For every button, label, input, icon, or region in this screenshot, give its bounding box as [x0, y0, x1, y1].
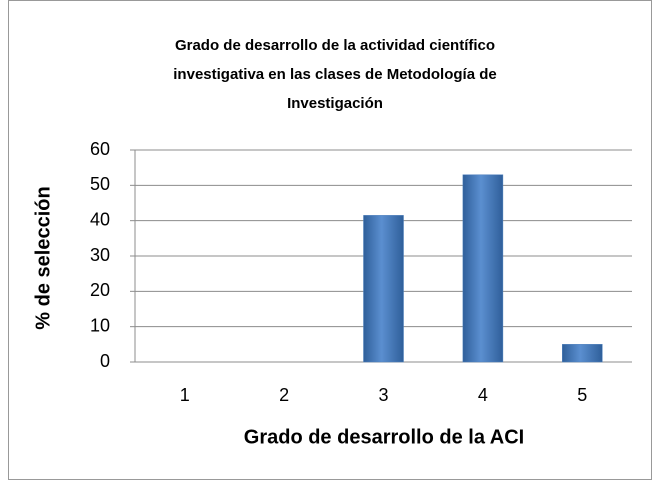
chart-title: Investigación	[287, 95, 383, 112]
x-tick-label: 3	[378, 385, 388, 405]
y-tick-label: 20	[90, 280, 110, 300]
y-tick-label: 0	[100, 351, 110, 371]
y-tick-label: 60	[90, 139, 110, 159]
bar	[363, 215, 404, 363]
chart-frame	[8, 0, 652, 480]
y-tick-label: 30	[90, 245, 110, 265]
bar	[562, 344, 603, 363]
x-tick-label: 2	[279, 385, 289, 405]
x-axis-label: Grado de desarrollo de la ACI	[244, 426, 524, 448]
chart-title: investigativa en las clases de Metodolog…	[173, 66, 496, 83]
y-axis-label: % de selección	[32, 186, 54, 329]
y-tick-label: 50	[90, 174, 110, 194]
y-tick-label: 10	[90, 315, 110, 335]
x-tick-label: 5	[577, 385, 587, 405]
bar	[462, 174, 504, 363]
x-tick-label: 4	[478, 385, 488, 405]
chart-title: Grado de desarrollo de la actividad cien…	[175, 37, 495, 54]
x-tick-label: 1	[180, 385, 190, 405]
y-tick-label: 40	[90, 209, 110, 229]
